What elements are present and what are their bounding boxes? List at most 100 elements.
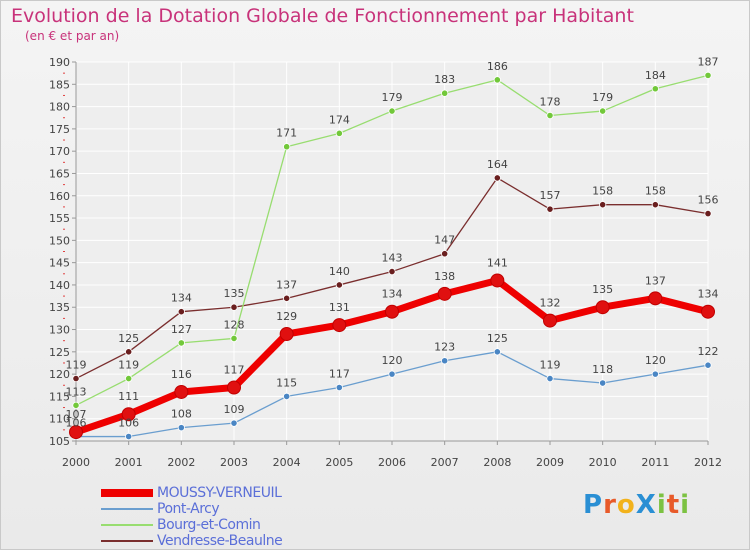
data-point bbox=[599, 201, 607, 209]
chart-title: Evolution de la Dotation Globale de Fonc… bbox=[11, 5, 634, 27]
data-point bbox=[546, 111, 554, 120]
data-point bbox=[599, 107, 607, 115]
data-label: 137 bbox=[276, 278, 297, 291]
data-label: 106 bbox=[66, 417, 87, 430]
logo-letter: t bbox=[666, 490, 681, 520]
x-tick-label: 2005 bbox=[325, 456, 353, 469]
chart-legend: MOUSSY-VERNEUIL Pont-Arcy Bourg-et-Comin Ve… bbox=[101, 485, 283, 549]
data-label: 115 bbox=[276, 376, 297, 389]
legend-swatch bbox=[101, 540, 153, 542]
data-label: 125 bbox=[487, 332, 508, 345]
data-label: 117 bbox=[329, 367, 350, 380]
data-label: 119 bbox=[540, 359, 561, 372]
data-point bbox=[69, 425, 83, 440]
data-label: 132 bbox=[540, 297, 561, 310]
data-label: 135 bbox=[224, 287, 245, 300]
data-point bbox=[546, 374, 554, 383]
y-tick-label: 170 bbox=[49, 145, 70, 158]
y-tick-label: 145 bbox=[49, 257, 70, 270]
data-point bbox=[595, 300, 610, 315]
y-tick-label: 120 bbox=[49, 368, 70, 381]
data-label: 116 bbox=[171, 368, 192, 381]
data-point bbox=[283, 143, 291, 151]
y-tick-label: 150 bbox=[49, 234, 70, 247]
logo-letter: r bbox=[603, 490, 617, 520]
data-label: 109 bbox=[224, 403, 245, 416]
legend-item: Bourg-et-Comin bbox=[101, 517, 282, 533]
data-point bbox=[388, 267, 396, 276]
data-point bbox=[599, 379, 607, 387]
legend-label: Bourg-et-Comin bbox=[157, 517, 261, 533]
legend-label: Vendresse-Beaulne bbox=[157, 533, 283, 549]
y-tick-label: 165 bbox=[49, 167, 70, 180]
data-label: 118 bbox=[592, 363, 613, 376]
data-point bbox=[388, 370, 396, 378]
data-label: 164 bbox=[487, 158, 508, 171]
logo-letter: X bbox=[635, 490, 657, 520]
x-tick-label: 2006 bbox=[378, 456, 406, 469]
legend-item: Pont-Arcy bbox=[101, 501, 282, 517]
data-point bbox=[704, 210, 712, 218]
data-label: 178 bbox=[540, 96, 561, 109]
data-label: 113 bbox=[66, 385, 87, 398]
data-point bbox=[230, 334, 238, 343]
x-tick-label: 2010 bbox=[589, 456, 617, 469]
data-label: 158 bbox=[592, 185, 613, 198]
x-tick-label: 2004 bbox=[273, 456, 301, 469]
data-label: 157 bbox=[540, 189, 561, 202]
data-label: 137 bbox=[645, 274, 666, 287]
data-point bbox=[441, 357, 449, 365]
data-point bbox=[177, 308, 185, 316]
data-point bbox=[437, 286, 452, 301]
data-label: 138 bbox=[434, 270, 455, 283]
data-point bbox=[72, 374, 80, 383]
data-point bbox=[543, 313, 557, 328]
data-label: 186 bbox=[487, 60, 508, 73]
y-tick-label: 180 bbox=[49, 101, 70, 114]
x-tick-label: 2011 bbox=[641, 456, 669, 469]
data-point bbox=[279, 326, 294, 341]
legend-label: MOUSSY-VERNEUIL bbox=[157, 485, 282, 501]
data-point bbox=[651, 370, 659, 378]
data-label: 119 bbox=[118, 359, 139, 372]
data-point bbox=[177, 424, 185, 432]
data-label: 108 bbox=[171, 408, 192, 421]
data-point bbox=[230, 419, 238, 427]
data-label: 107 bbox=[66, 408, 87, 421]
y-tick-label: 155 bbox=[49, 212, 70, 225]
data-label: 125 bbox=[118, 332, 139, 345]
y-tick-label: 185 bbox=[49, 78, 70, 91]
data-label: 106 bbox=[118, 417, 139, 430]
x-tick-label: 2008 bbox=[483, 456, 511, 469]
data-label: 156 bbox=[698, 194, 719, 207]
data-point bbox=[283, 392, 291, 401]
y-tick-label: 105 bbox=[49, 435, 70, 448]
data-label: 120 bbox=[382, 354, 403, 367]
data-point bbox=[704, 71, 712, 79]
y-tick-label: 110 bbox=[49, 413, 70, 426]
logo-letter: P bbox=[583, 490, 604, 520]
data-point bbox=[385, 304, 399, 319]
data-point bbox=[125, 348, 133, 356]
data-point bbox=[651, 201, 659, 209]
data-point bbox=[704, 361, 712, 369]
data-point bbox=[335, 281, 343, 289]
y-tick-label: 125 bbox=[49, 346, 70, 359]
data-label: 123 bbox=[434, 341, 455, 354]
data-label: 140 bbox=[329, 265, 350, 278]
data-point bbox=[125, 432, 133, 441]
data-point bbox=[701, 304, 715, 319]
data-point bbox=[490, 273, 505, 288]
logo-letter: i bbox=[680, 490, 691, 520]
legend-item: Vendresse-Beaulne bbox=[101, 533, 283, 549]
y-tick-label: 115 bbox=[49, 390, 70, 403]
data-label: 134 bbox=[698, 288, 719, 301]
x-tick-label: 2000 bbox=[62, 456, 90, 469]
y-tick-label: 130 bbox=[49, 324, 70, 337]
data-point bbox=[335, 129, 343, 137]
y-tick-label: 135 bbox=[49, 301, 70, 314]
x-tick-label: 2009 bbox=[536, 456, 564, 469]
chart-subtitle: (en € et par an) bbox=[25, 29, 120, 43]
data-label: 174 bbox=[329, 113, 350, 126]
